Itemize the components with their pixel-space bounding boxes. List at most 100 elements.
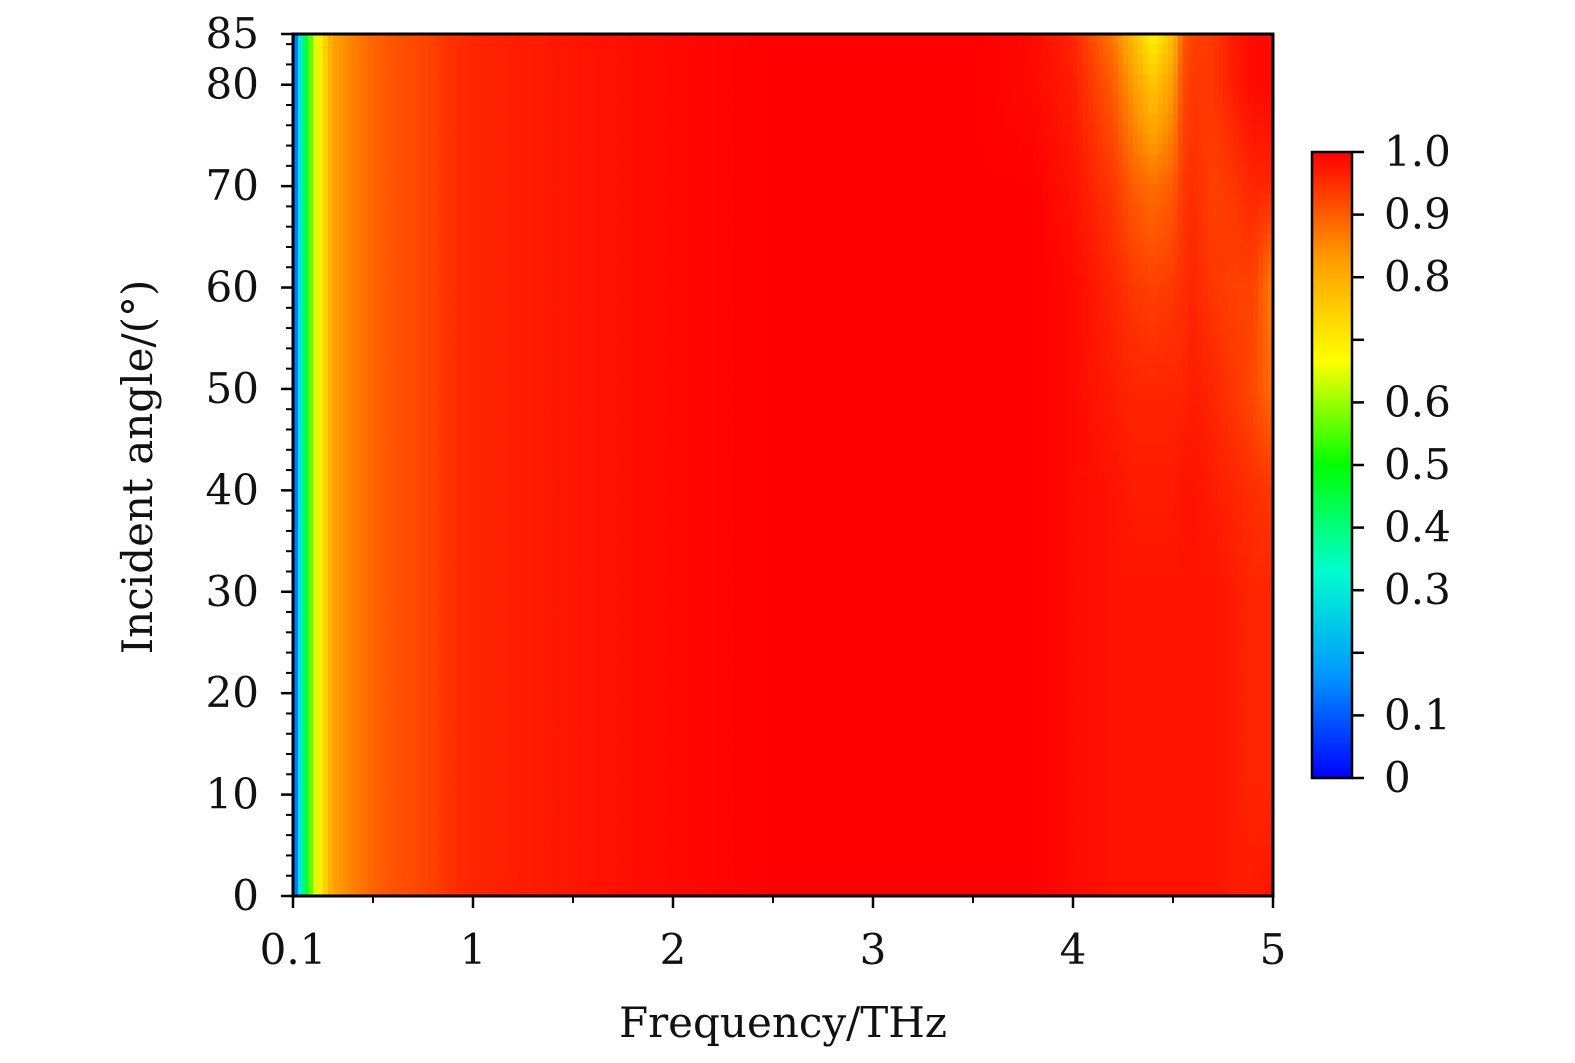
heatmap-cell xyxy=(323,214,329,226)
heatmap-cell xyxy=(673,114,679,125)
heatmap-cell xyxy=(713,144,719,155)
heatmap-cell xyxy=(528,124,534,135)
heatmap-cell xyxy=(423,124,429,135)
heatmap-cell xyxy=(463,194,469,205)
heatmap-cell xyxy=(333,74,339,85)
heatmap-cell xyxy=(1208,34,1214,45)
heatmap-cell xyxy=(518,264,524,276)
heatmap-cell xyxy=(943,124,949,135)
heatmap-cell xyxy=(953,164,959,175)
heatmap-cell xyxy=(508,84,514,95)
heatmap-cell xyxy=(643,164,649,175)
heatmap-cell xyxy=(313,214,319,226)
heatmap-cell xyxy=(1138,164,1144,175)
heatmap-cell xyxy=(933,134,939,145)
heatmap-cell xyxy=(1043,154,1049,165)
heatmap-cell xyxy=(318,224,324,236)
heatmap-cell xyxy=(318,114,324,125)
heatmap-cell xyxy=(1183,84,1189,95)
heatmap-cell xyxy=(1068,194,1074,205)
heatmap-cell xyxy=(1108,274,1114,286)
heatmap-cell xyxy=(883,154,889,165)
heatmap-cell xyxy=(378,114,384,125)
heatmap-cell xyxy=(653,84,659,95)
heatmap-cell xyxy=(783,164,789,175)
heatmap-cell xyxy=(1098,194,1104,205)
heatmap-cell xyxy=(638,274,644,286)
heatmap-cell xyxy=(1103,84,1109,95)
heatmap-cell xyxy=(653,224,659,236)
heatmap-cell xyxy=(1048,254,1054,266)
heatmap-cell xyxy=(483,254,489,266)
heatmap-cell xyxy=(473,34,479,45)
heatmap-cell xyxy=(878,244,884,256)
heatmap-cell xyxy=(1213,184,1219,195)
heatmap-cell xyxy=(953,204,959,216)
heatmap-cell xyxy=(1013,144,1019,155)
heatmap-cell xyxy=(903,84,909,95)
heatmap-cell xyxy=(523,234,529,246)
heatmap-cell xyxy=(628,124,634,135)
heatmap-cell xyxy=(1248,94,1254,105)
heatmap-cell xyxy=(943,84,949,95)
heatmap-cell xyxy=(1113,244,1119,256)
heatmap-cell xyxy=(693,224,699,236)
heatmap-cell xyxy=(653,64,659,75)
heatmap-cell xyxy=(738,184,744,195)
heatmap-cell xyxy=(293,134,299,145)
heatmap-cell xyxy=(918,184,924,195)
heatmap-cell xyxy=(1098,274,1104,286)
heatmap-cell xyxy=(623,264,629,276)
heatmap-cell xyxy=(723,54,729,65)
heatmap-cell xyxy=(1038,104,1044,115)
heatmap-cell xyxy=(553,254,559,266)
heatmap-cell xyxy=(763,94,769,105)
heatmap-cell xyxy=(1188,224,1194,236)
heatmap-cell xyxy=(773,64,779,75)
heatmap-cell xyxy=(868,104,874,115)
heatmap-cell xyxy=(423,114,429,125)
heatmap-cell xyxy=(743,264,749,276)
heatmap-cell xyxy=(538,124,544,135)
heatmap-cell xyxy=(978,274,984,286)
heatmap-cell xyxy=(943,224,949,236)
heatmap-cell xyxy=(358,114,364,125)
heatmap-cell xyxy=(713,274,719,286)
heatmap-cell xyxy=(438,34,444,45)
heatmap-cell xyxy=(923,194,929,205)
heatmap-cell xyxy=(393,84,399,95)
heatmap-cell xyxy=(1023,204,1029,216)
heatmap-cell xyxy=(528,74,534,85)
heatmap-cell xyxy=(588,34,594,45)
heatmap-cell xyxy=(1263,214,1269,226)
heatmap-cell xyxy=(1228,154,1234,165)
heatmap-cell xyxy=(383,284,389,296)
heatmap-cell xyxy=(833,274,839,286)
heatmap-cell xyxy=(418,264,424,276)
heatmap-cell xyxy=(403,234,409,246)
heatmap-cell xyxy=(1263,174,1269,185)
heatmap-cell xyxy=(1243,184,1249,195)
heatmap-cell xyxy=(513,274,519,286)
heatmap-cell xyxy=(748,154,754,165)
heatmap-cell xyxy=(658,234,664,246)
heatmap-cell xyxy=(693,234,699,246)
heatmap-cell xyxy=(913,84,919,95)
heatmap-cell xyxy=(1208,124,1214,135)
heatmap-cell xyxy=(943,274,949,286)
heatmap-cell xyxy=(578,144,584,155)
heatmap-cell xyxy=(378,264,384,276)
heatmap-cell xyxy=(408,284,414,296)
heatmap-cell xyxy=(1038,44,1044,55)
heatmap-cell xyxy=(1083,274,1089,286)
heatmap-cell xyxy=(533,84,539,95)
heatmap-cell xyxy=(923,144,929,155)
heatmap-cell xyxy=(848,234,854,246)
heatmap-cell xyxy=(538,214,544,226)
heatmap-cell xyxy=(1003,154,1009,165)
heatmap-cell xyxy=(603,84,609,95)
heatmap-cell xyxy=(628,224,634,236)
heatmap-cell xyxy=(1188,54,1194,65)
heatmap-cell xyxy=(988,214,994,226)
heatmap-cell xyxy=(398,124,404,135)
